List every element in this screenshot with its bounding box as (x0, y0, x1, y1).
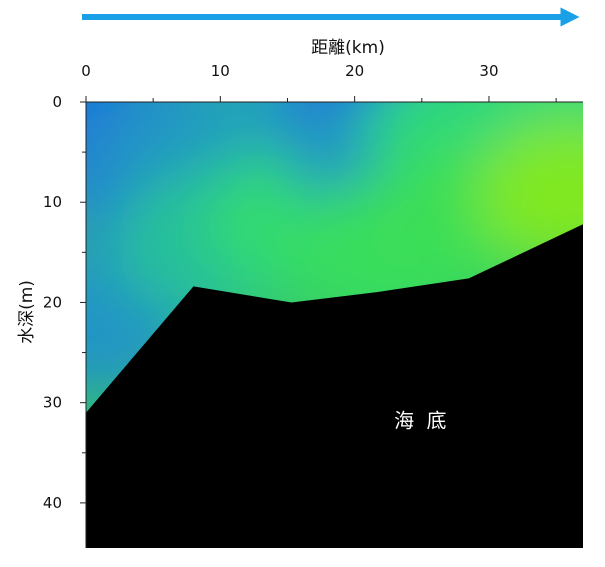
seabed-label: 海 底 (394, 409, 449, 433)
x-axis-title: 距離(km) (311, 38, 385, 58)
x-tick-label: 30 (479, 62, 498, 80)
x-axis: 0 10 20 30 (81, 62, 583, 103)
x-tick-label: 20 (345, 62, 364, 80)
y-tick-label: 0 (52, 93, 62, 111)
y-tick-label: 40 (43, 494, 62, 512)
plot-area (86, 102, 583, 548)
x-tick-label: 0 (81, 62, 91, 80)
y-axis-title: 水深(m) (17, 280, 37, 344)
y-tick-label: 30 (43, 394, 62, 412)
color-field (86, 102, 583, 398)
y-tick-label: 20 (43, 293, 62, 311)
seabed-area (86, 224, 583, 548)
field-point (474, 117, 583, 268)
y-axis: 0 10 20 30 40 (43, 93, 87, 548)
y-tick-label: 10 (43, 193, 62, 211)
x-tick-label: 10 (211, 62, 230, 80)
